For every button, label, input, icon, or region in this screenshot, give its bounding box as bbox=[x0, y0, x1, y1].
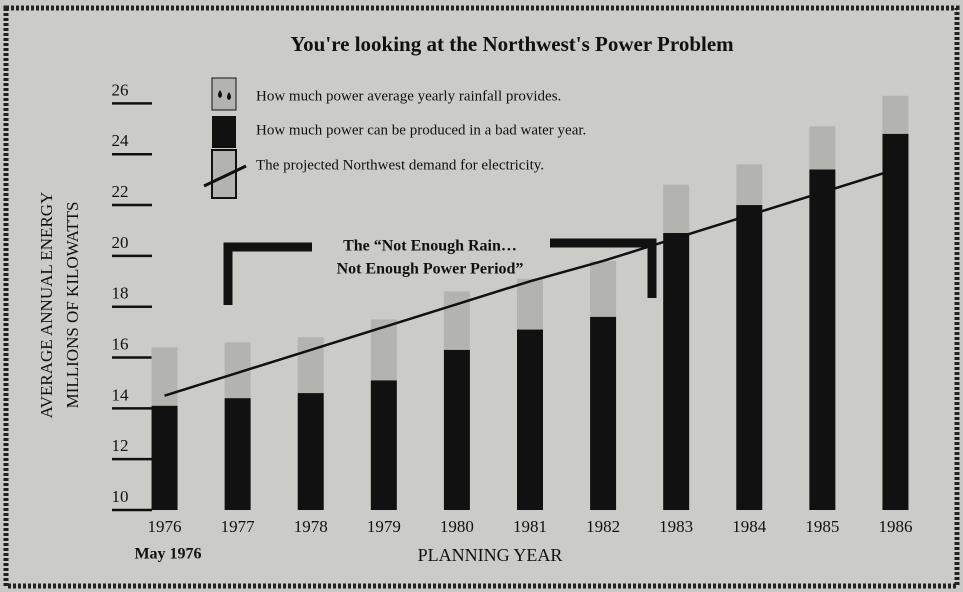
legend-label: How much power can be produced in a bad … bbox=[256, 122, 586, 138]
bar bbox=[736, 205, 762, 510]
bar-segment bbox=[663, 185, 689, 233]
x-tick-label: 1985 bbox=[805, 517, 839, 536]
annotation: Not Enough Power Period” bbox=[337, 261, 524, 278]
x-tick-label: 1980 bbox=[440, 517, 474, 536]
bar-segment bbox=[517, 279, 543, 330]
bar bbox=[663, 233, 689, 510]
bar-segment bbox=[152, 347, 178, 405]
bar-segment bbox=[809, 126, 835, 169]
bar bbox=[444, 350, 470, 510]
y-tick-label: 18 bbox=[112, 284, 129, 303]
y-tick-label: 24 bbox=[112, 131, 130, 150]
legend-label: How much power average yearly rainfall p… bbox=[256, 88, 561, 104]
bar-segment bbox=[882, 96, 908, 134]
chart-title: You're looking at the Northwest's Power … bbox=[290, 32, 734, 56]
legend-swatch bbox=[212, 78, 236, 110]
y-tick-label: 26 bbox=[112, 80, 129, 99]
x-tick-label: 1979 bbox=[367, 517, 401, 536]
x-tick-label: 1984 bbox=[732, 517, 767, 536]
bar bbox=[298, 393, 324, 510]
bar-segment bbox=[298, 337, 324, 393]
bar bbox=[225, 398, 251, 510]
bar bbox=[809, 169, 835, 510]
x-tick-label: 1982 bbox=[586, 517, 620, 536]
x-tick-label: 1983 bbox=[659, 517, 693, 536]
y-tick-label: 10 bbox=[112, 487, 129, 506]
bar bbox=[882, 134, 908, 510]
bar bbox=[371, 380, 397, 510]
bar bbox=[590, 317, 616, 510]
bar-segment bbox=[371, 319, 397, 380]
y-axis-label: AVERAGE ANNUAL ENERGY bbox=[37, 192, 56, 419]
y-tick-label: 14 bbox=[112, 385, 130, 404]
x-axis-label: PLANNING YEAR bbox=[418, 545, 563, 565]
y-tick-label: 16 bbox=[112, 334, 129, 353]
x-tick-label: 1977 bbox=[221, 517, 256, 536]
legend-label: The projected Northwest demand for elect… bbox=[256, 157, 544, 173]
bar bbox=[152, 406, 178, 510]
x-tick-label: 1986 bbox=[878, 517, 912, 536]
y-tick-label: 20 bbox=[112, 233, 129, 252]
bar bbox=[517, 330, 543, 510]
x-note: May 1976 bbox=[134, 546, 201, 563]
annotation: The “Not Enough Rain… bbox=[343, 238, 517, 255]
legend-swatch bbox=[212, 116, 236, 148]
bar-segment bbox=[590, 261, 616, 317]
x-tick-label: 1976 bbox=[148, 517, 182, 536]
bar-segment bbox=[736, 164, 762, 205]
y-axis-label: MILLIONS OF KILOWATTS bbox=[63, 202, 82, 409]
y-tick-label: 22 bbox=[112, 182, 129, 201]
x-tick-label: 1981 bbox=[513, 517, 547, 536]
chart: You're looking at the Northwest's Power … bbox=[0, 0, 963, 592]
x-tick-label: 1978 bbox=[294, 517, 328, 536]
y-tick-label: 12 bbox=[112, 436, 129, 455]
